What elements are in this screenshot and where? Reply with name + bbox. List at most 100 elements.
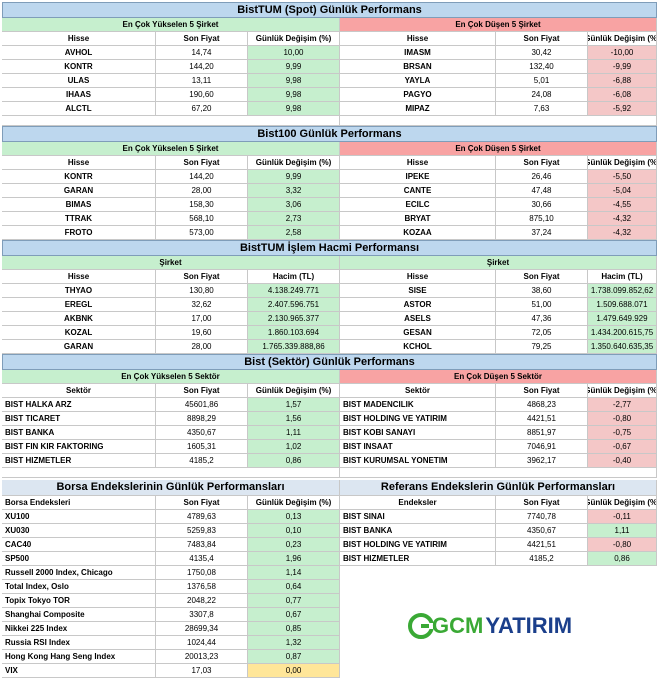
s5-left-row-value: 1,32 xyxy=(248,636,340,650)
s1-right-row-value: -6,88 xyxy=(588,74,657,88)
s4-left-row-name: BIST BANKA xyxy=(2,426,156,440)
s3-right-row-price: 47,36 xyxy=(496,312,588,326)
s2-title: Bist100 Günlük Performans xyxy=(2,126,657,142)
s3-right-row-price: 79,25 xyxy=(496,340,588,354)
s4-right-row-name: BIST INSAAT xyxy=(340,440,496,454)
s5-left-row-name: XU030 xyxy=(2,524,156,538)
s1-right-col-name-header: Hisse xyxy=(340,32,496,46)
s5-left-title: Borsa Endekslerinin Günlük Performanslar… xyxy=(2,480,340,496)
s4-right-col-change-header: Günlük Değişim (%) xyxy=(588,384,657,398)
s1-right-row-price: 7,63 xyxy=(496,102,588,116)
s2-left-col-price-header: Son Fiyat xyxy=(156,156,248,170)
s2-left-row-price: 158,30 xyxy=(156,198,248,212)
s1-spacer xyxy=(2,116,340,126)
s5-left-row-name: Nikkei 225 Index xyxy=(2,622,156,636)
s3-left-row-price: 19,60 xyxy=(156,326,248,340)
s3-left-row-value: 2.407.596.751 xyxy=(248,298,340,312)
s5-right-row-name: BIST BANKA xyxy=(340,524,496,538)
s5-left-row-price: 3307,8 xyxy=(156,608,248,622)
s1-left-row-price: 67,20 xyxy=(156,102,248,116)
s5-left-row-name: XU100 xyxy=(2,510,156,524)
s4-left-row-price: 45601,86 xyxy=(156,398,248,412)
s3-left-row-name: THYAO xyxy=(2,284,156,298)
gcm-logo-mark xyxy=(408,613,434,639)
s2-left-row-price: 28,00 xyxy=(156,184,248,198)
s2-right-row-name: BRYAT xyxy=(340,212,496,226)
s4-right-row-price: 8851,97 xyxy=(496,426,588,440)
s1-right-col-price-header: Son Fiyat xyxy=(496,32,588,46)
s1-left-row-name: KONTR xyxy=(2,60,156,74)
s3-right-header: Şirket xyxy=(340,256,657,270)
s5-right-row-value: -0,80 xyxy=(588,538,657,552)
s5-left-row-value: 0,13 xyxy=(248,510,340,524)
s2-right-header: En Çok Düşen 5 Şirket xyxy=(340,142,657,156)
s1-left-row-name: ULAS xyxy=(2,74,156,88)
s5-left-row-price: 7483,84 xyxy=(156,538,248,552)
s2-right-row-name: IPEKE xyxy=(340,170,496,184)
s3-left-row-price: 130,80 xyxy=(156,284,248,298)
s1-left-row-price: 13,11 xyxy=(156,74,248,88)
s2-left-row-value: 3,32 xyxy=(248,184,340,198)
s1-right-header: En Çok Düşen 5 Şirket xyxy=(340,18,657,32)
s5-right-row-value: -0,11 xyxy=(588,510,657,524)
s1-right-row-name: MIPAZ xyxy=(340,102,496,116)
s4-left-row-name: BIST FIN KIR FAKTORING xyxy=(2,440,156,454)
s1-right-row-name: BRSAN xyxy=(340,60,496,74)
s5-right-col-change-header: Günlük Değişim (%) xyxy=(588,496,657,510)
s1-right-row-name: YAYLA xyxy=(340,74,496,88)
s4-right-row-value: -0,40 xyxy=(588,454,657,468)
s1-right-col-change-header: Günlük Değişim (%) xyxy=(588,32,657,46)
s2-left-row-name: BIMAS xyxy=(2,198,156,212)
s5-left-row-name: Total Index, Oslo xyxy=(2,580,156,594)
s3-right-row-price: 51,00 xyxy=(496,298,588,312)
s5-right-row-price: 4421,51 xyxy=(496,538,588,552)
s3-right-row-price: 72,05 xyxy=(496,326,588,340)
s2-right-col-name-header: Hisse xyxy=(340,156,496,170)
s1-left-row-value: 9,99 xyxy=(248,60,340,74)
s3-left-col-change-header: Hacim (TL) xyxy=(248,270,340,284)
s5-left-row-value: 1,14 xyxy=(248,566,340,580)
s5-left-row-name: VIX xyxy=(2,664,156,678)
s2-right-row-price: 30,66 xyxy=(496,198,588,212)
s2-right-row-value: -4,32 xyxy=(588,212,657,226)
s2-left-row-value: 9,99 xyxy=(248,170,340,184)
s4-title: Bist (Sektör) Günlük Performans xyxy=(2,354,657,370)
s5-left-row-value: 0,00 xyxy=(248,664,340,678)
s1-left-col-price-header: Son Fiyat xyxy=(156,32,248,46)
s4-right-row-price: 4868,23 xyxy=(496,398,588,412)
s2-right-col-price-header: Son Fiyat xyxy=(496,156,588,170)
s4-left-row-value: 1,02 xyxy=(248,440,340,454)
s4-left-row-price: 8898,29 xyxy=(156,412,248,426)
s5-right-row-name: BIST HOLDING VE YATIRIM xyxy=(340,538,496,552)
s4-left-row-name: BIST TICARET xyxy=(2,412,156,426)
s4-left-row-value: 0,86 xyxy=(248,454,340,468)
s1-left-col-name-header: Hisse xyxy=(2,32,156,46)
s5-right-col-name-header: Endeksler xyxy=(340,496,496,510)
s5-right-row-value: 1,11 xyxy=(588,524,657,538)
s2-right-row-value: -5,50 xyxy=(588,170,657,184)
s2-right-row-price: 875,10 xyxy=(496,212,588,226)
s5-left-row-price: 1024,44 xyxy=(156,636,248,650)
s5-left-col-price-header: Son Fiyat xyxy=(156,496,248,510)
s3-left-row-value: 1.860.103.694 xyxy=(248,326,340,340)
s3-left-row-name: AKBNK xyxy=(2,312,156,326)
s2-left-row-price: 573,00 xyxy=(156,226,248,240)
s5-left-row-value: 0,64 xyxy=(248,580,340,594)
s5-right-row-price: 4350,67 xyxy=(496,524,588,538)
s4-right-row-price: 3962,17 xyxy=(496,454,588,468)
s3-right-row-name: ASTOR xyxy=(340,298,496,312)
s1-left-row-value: 9,98 xyxy=(248,74,340,88)
s4-right-header: En Çok Düşen 5 Sektör xyxy=(340,370,657,384)
s5-left-row-name: Russell 2000 Index, Chicago xyxy=(2,566,156,580)
s3-right-row-price: 38,60 xyxy=(496,284,588,298)
s1-left-row-value: 10,00 xyxy=(248,46,340,60)
s3-left-row-price: 17,00 xyxy=(156,312,248,326)
s3-left-row-value: 2.130.965.377 xyxy=(248,312,340,326)
s3-right-row-name: ASELS xyxy=(340,312,496,326)
s2-left-row-value: 2,58 xyxy=(248,226,340,240)
s1-right-row-price: 30,42 xyxy=(496,46,588,60)
s3-right-row-value: 1.434.200.615,75 xyxy=(588,326,657,340)
s5-left-row-price: 17,03 xyxy=(156,664,248,678)
s4-left-col-name-header: Sektör xyxy=(2,384,156,398)
s5-left-row-name: Topix Tokyo TOR xyxy=(2,594,156,608)
